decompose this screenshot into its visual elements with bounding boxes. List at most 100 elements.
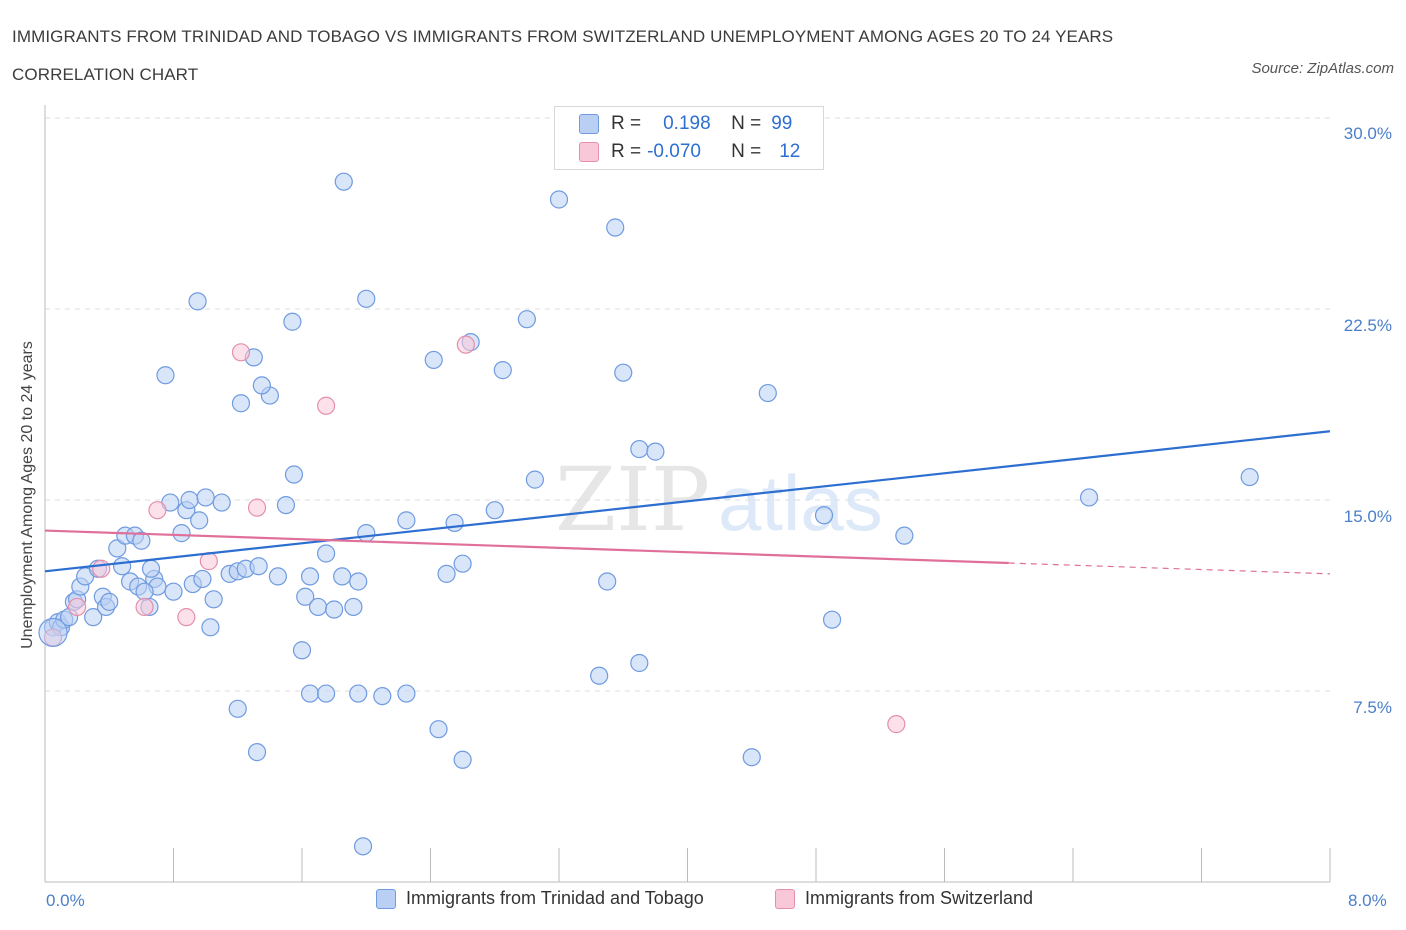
point-switzerland	[68, 597, 87, 617]
point-trinidad	[212, 493, 231, 512]
point-trinidad	[895, 526, 914, 545]
point-trinidad	[164, 582, 183, 601]
trend-line-trinidad	[44, 430, 1331, 573]
legend-item-switzerland[interactable]: Immigrants from Switzerland	[775, 888, 1033, 909]
y-tick-label: 22.5%	[1343, 316, 1392, 335]
point-trinidad	[247, 743, 267, 762]
point-trinidad	[397, 684, 416, 703]
point-trinidad	[1079, 488, 1099, 507]
point-switzerland	[177, 608, 196, 627]
point-trinidad	[758, 383, 777, 403]
point-trinidad	[201, 618, 220, 637]
legend-series-label: Immigrants from Switzerland	[805, 888, 1034, 908]
chart-title: IMMIGRANTS FROM TRINIDAD AND TOBAGO VS I…	[12, 27, 1114, 84]
point-trinidad	[249, 557, 268, 576]
legend-row-trinidad: R = 0.198 N = 99	[579, 111, 792, 137]
point-cluster	[38, 617, 68, 648]
point-trinidad	[100, 592, 119, 611]
point-trinidad	[84, 608, 103, 627]
point-trinidad	[296, 587, 315, 606]
point-trinidad	[598, 572, 617, 591]
source-label: Source: ZipAtlas.com	[1251, 60, 1394, 77]
point-trinidad	[646, 442, 665, 461]
legend-series-label: Immigrants from Trinidad and Tobago	[406, 888, 704, 908]
legend-n-value: 99	[771, 113, 793, 134]
point-trinidad	[135, 582, 154, 601]
point-trinidad	[630, 653, 649, 673]
point-trinidad	[333, 567, 352, 586]
legend-r-value: 0.198	[663, 113, 711, 134]
point-trinidad	[231, 394, 251, 413]
point-trinidad	[180, 490, 199, 510]
point-trinidad	[284, 465, 304, 484]
point-trinidad	[349, 572, 368, 591]
point-trinidad	[112, 557, 132, 576]
point-trinidad	[344, 597, 363, 617]
y-tick-label: 7.5%	[1353, 698, 1392, 717]
legend-swatch-blue	[376, 888, 396, 909]
point-switzerland	[135, 597, 154, 617]
trend-lines	[44, 430, 1331, 575]
point-trinidad	[525, 470, 545, 489]
trend-line-switzerland	[44, 529, 1009, 565]
point-trinidad	[424, 350, 443, 370]
point-trinidad	[292, 641, 312, 660]
point-trinidad	[252, 376, 271, 395]
legend-swatch-pink	[579, 142, 599, 162]
point-trinidad	[485, 501, 504, 520]
watermark-zip: ZIP	[555, 448, 710, 551]
legend-swatch-pink	[775, 888, 795, 909]
point-trinidad	[549, 190, 569, 209]
point-trinidad	[300, 684, 320, 703]
point-trinidad	[316, 684, 336, 703]
point-trinidad	[316, 544, 336, 563]
point-trinidad	[300, 567, 320, 586]
point-trinidad	[156, 366, 175, 385]
point-trinidad	[353, 837, 373, 856]
legend-n-label: N =	[731, 113, 762, 134]
point-trinidad	[590, 666, 609, 685]
legend-swatch-blue	[579, 114, 599, 134]
legend-n-value: 12	[779, 141, 801, 162]
point-trinidad	[172, 524, 191, 543]
point-trinidad	[190, 511, 209, 530]
y-tick-label: 30.0%	[1343, 124, 1392, 143]
point-trinidad	[814, 506, 834, 525]
y-tick-label: 15.0%	[1343, 507, 1392, 526]
point-trinidad	[453, 554, 472, 573]
point-trinidad	[437, 564, 456, 583]
point-trinidad	[132, 531, 151, 550]
point-switzerland	[456, 335, 475, 354]
point-trinidad	[325, 600, 344, 619]
point-switzerland	[231, 343, 251, 362]
trend-line-switzerland-dashed	[1008, 562, 1331, 575]
point-trinidad	[357, 289, 376, 308]
point-trinidad	[453, 750, 472, 769]
point-trinidad	[283, 312, 302, 331]
point-trinidad	[373, 686, 392, 706]
axes	[44, 105, 1331, 883]
point-trinidad	[445, 513, 464, 533]
point-trinidad	[308, 597, 328, 617]
x-tick-label-max: 8.0%	[1348, 891, 1387, 910]
point-switzerland	[92, 559, 111, 578]
point-trinidad	[822, 610, 842, 629]
legend-item-trinidad[interactable]: Immigrants from Trinidad and Tobago	[376, 888, 704, 909]
watermark-atlas: atlas	[718, 459, 883, 547]
data-points	[38, 172, 1259, 856]
legend-row-switzerland: R = -0.070 N = 12	[579, 139, 800, 165]
point-trinidad	[196, 488, 215, 507]
legend-r-label: R =	[611, 141, 642, 162]
point-trinidad	[334, 172, 353, 191]
point-switzerland	[148, 501, 167, 520]
point-trinidad	[614, 363, 633, 382]
point-trinidad	[268, 567, 288, 586]
point-trinidad	[606, 218, 625, 237]
point-trinidad	[429, 720, 448, 739]
stats-legend: R = 0.198 N = 99 R = -0.070 N = 12	[554, 106, 824, 170]
point-trinidad	[630, 439, 649, 459]
point-trinidad	[193, 569, 212, 589]
point-trinidad	[228, 699, 247, 718]
point-trinidad	[141, 559, 161, 578]
